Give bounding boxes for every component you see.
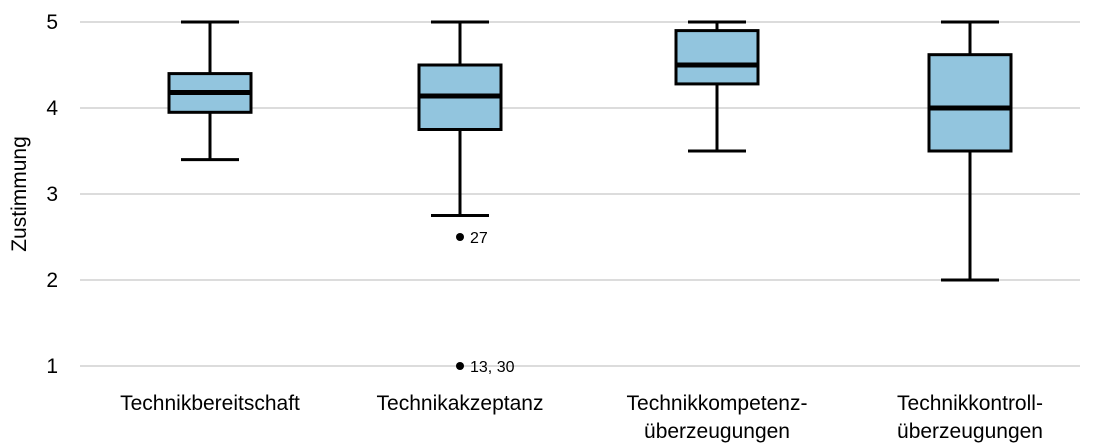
y-tick-labels: 1 2 3 4 5: [46, 11, 58, 378]
category-label-line: Technikakzeptanz: [377, 392, 544, 415]
y-tick-label: 1: [46, 355, 58, 378]
iqr-box: [927, 53, 1013, 153]
y-tick-label: 2: [46, 269, 58, 292]
category-label: Technikkompetenz-überzeugungen: [627, 392, 808, 443]
outlier-label: 27: [470, 230, 488, 247]
category-label: Technikakzeptanz: [377, 392, 544, 415]
category-label-line: Technikkontroll-: [897, 392, 1043, 415]
category-labels: Technikbereitschaft Technikakzeptanz Techn…: [120, 392, 1043, 443]
box-group: [927, 20, 1013, 282]
y-tick-label: 3: [46, 183, 58, 206]
iqr-box: [674, 29, 760, 86]
category-label-line: überzeugungen: [897, 420, 1043, 443]
category-label: Technikbereitschaft: [120, 392, 300, 415]
outlier-point: [456, 233, 464, 241]
category-label: Technikkontroll-überzeugungen: [897, 392, 1043, 443]
y-tick-label: 4: [46, 97, 58, 120]
box-group: [674, 20, 760, 153]
box-group: [167, 20, 253, 162]
box-group: 27 13, 30: [417, 20, 515, 376]
category-label-line: Technikkompetenz-: [627, 392, 808, 415]
outlier-point: [456, 362, 464, 370]
category-label-line: Technikbereitschaft: [120, 392, 300, 415]
category-label-line: überzeugungen: [644, 420, 790, 443]
y-tick-label: 5: [46, 11, 58, 34]
outlier-label: 13, 30: [470, 359, 515, 376]
box-series: 27 13, 30: [167, 20, 1013, 376]
y-axis-title: Zustimmung: [8, 136, 31, 252]
